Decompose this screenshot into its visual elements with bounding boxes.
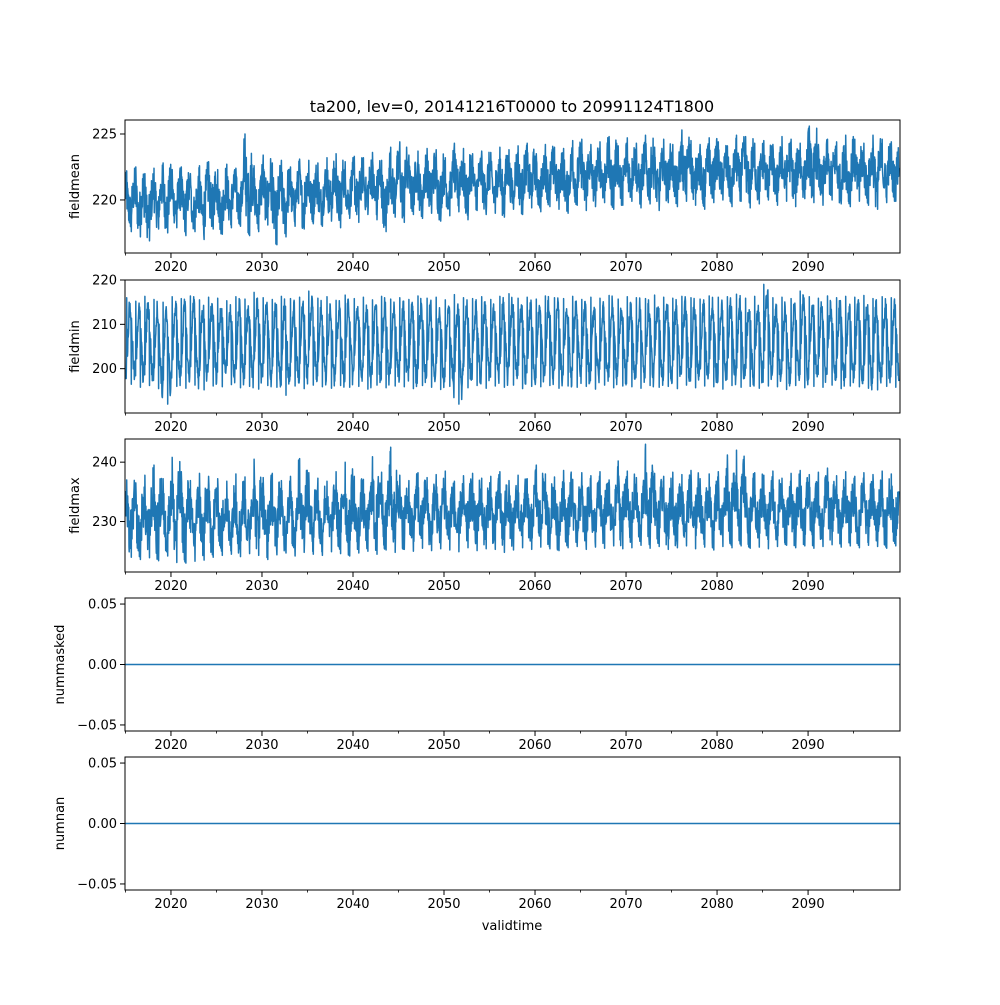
x-tick-label: 2040 (336, 738, 369, 753)
x-tick-label: 2070 (609, 738, 642, 753)
y-axis-label: numnan (53, 797, 68, 851)
x-tick-label: 2070 (609, 420, 642, 435)
y-tick-label: 200 (92, 362, 117, 377)
y-tick-label: 210 (92, 318, 117, 333)
x-tick-label: 2050 (427, 420, 460, 435)
y-tick-label: 220 (92, 193, 117, 208)
y-tick-label: 0.00 (88, 658, 117, 673)
x-tick-label: 2080 (701, 579, 734, 594)
x-tick-label: 2080 (701, 260, 734, 275)
x-tick-label: 2030 (245, 738, 278, 753)
y-tick-label: 0.00 (88, 817, 117, 832)
x-tick-label: 2090 (792, 897, 825, 912)
series-line-fieldmax (125, 443, 900, 564)
x-tick-label: 2020 (154, 897, 187, 912)
x-tick-label: 2060 (518, 738, 551, 753)
x-tick-label: 2020 (154, 579, 187, 594)
x-tick-label: 2030 (245, 897, 278, 912)
x-axis-label: validtime (482, 919, 543, 934)
x-tick-label: 2080 (701, 738, 734, 753)
x-tick-label: 2060 (518, 897, 551, 912)
x-tick-label: 2020 (154, 738, 187, 753)
series-line-fieldmin (125, 283, 900, 405)
x-tick-label: 2080 (701, 420, 734, 435)
x-tick-label: 2030 (245, 420, 278, 435)
series-line-fieldmean (125, 125, 900, 246)
x-tick-label: 2060 (518, 579, 551, 594)
x-tick-label: 2050 (427, 260, 460, 275)
x-tick-label: 2040 (336, 579, 369, 594)
y-tick-label: −0.05 (77, 718, 117, 733)
x-tick-label: 2090 (792, 738, 825, 753)
x-tick-label: 2090 (792, 420, 825, 435)
y-tick-label: 240 (92, 456, 117, 471)
y-axis-label: fieldmean (68, 154, 83, 219)
y-axis-label: fieldmax (68, 477, 83, 534)
y-tick-label: 0.05 (88, 757, 117, 772)
axes-frame (124, 119, 901, 254)
x-tick-label: 2050 (427, 897, 460, 912)
y-tick-label: 0.05 (88, 598, 117, 613)
x-tick-label: 2040 (336, 897, 369, 912)
x-tick-label: 2090 (792, 260, 825, 275)
x-tick-label: 2070 (609, 260, 642, 275)
x-tick-label: 2090 (792, 579, 825, 594)
axes-frame (124, 438, 901, 573)
x-tick-label: 2070 (609, 897, 642, 912)
chart-title: ta200, lev=0, 20141216T0000 to 20991124T… (310, 97, 714, 116)
y-tick-label: 225 (92, 127, 117, 142)
x-tick-label: 2040 (336, 260, 369, 275)
x-tick-label: 2060 (518, 420, 551, 435)
panel-fieldmax: 2020 2030 2040 2050 2060 2070 2080 2090 230 240 fi… (68, 438, 901, 594)
x-tick-label: 2040 (336, 420, 369, 435)
x-tick-label: 2020 (154, 260, 187, 275)
panel-fieldmin: 2020 2030 2040 2050 2060 2070 2080 2090 200 210 22… (68, 274, 901, 435)
y-tick-label: −0.05 (77, 877, 117, 892)
axes-frame (124, 279, 901, 414)
x-tick-label: 2020 (154, 420, 187, 435)
x-tick-label: 2070 (609, 579, 642, 594)
y-tick-label: 230 (92, 515, 117, 530)
y-axis-label: nummasked (53, 625, 68, 705)
x-tick-label: 2060 (518, 260, 551, 275)
x-tick-label: 2030 (245, 260, 278, 275)
panel-numnan: 2020 2030 2040 2050 2060 2070 2080 2090 −0.05 0.0… (53, 756, 901, 912)
y-axis-label: fieldmin (68, 320, 83, 373)
x-tick-label: 2050 (427, 738, 460, 753)
y-tick-label: 220 (92, 274, 117, 289)
panel-nummasked: 2020 2030 2040 2050 2060 2070 2080 2090 −0.05 0.0… (53, 597, 901, 753)
x-tick-label: 2050 (427, 579, 460, 594)
panel-fieldmean: 2020 2030 2040 2050 2060 2070 2080 2090 220 225 fi… (68, 119, 901, 275)
x-tick-label: 2080 (701, 897, 734, 912)
x-tick-label: 2030 (245, 579, 278, 594)
